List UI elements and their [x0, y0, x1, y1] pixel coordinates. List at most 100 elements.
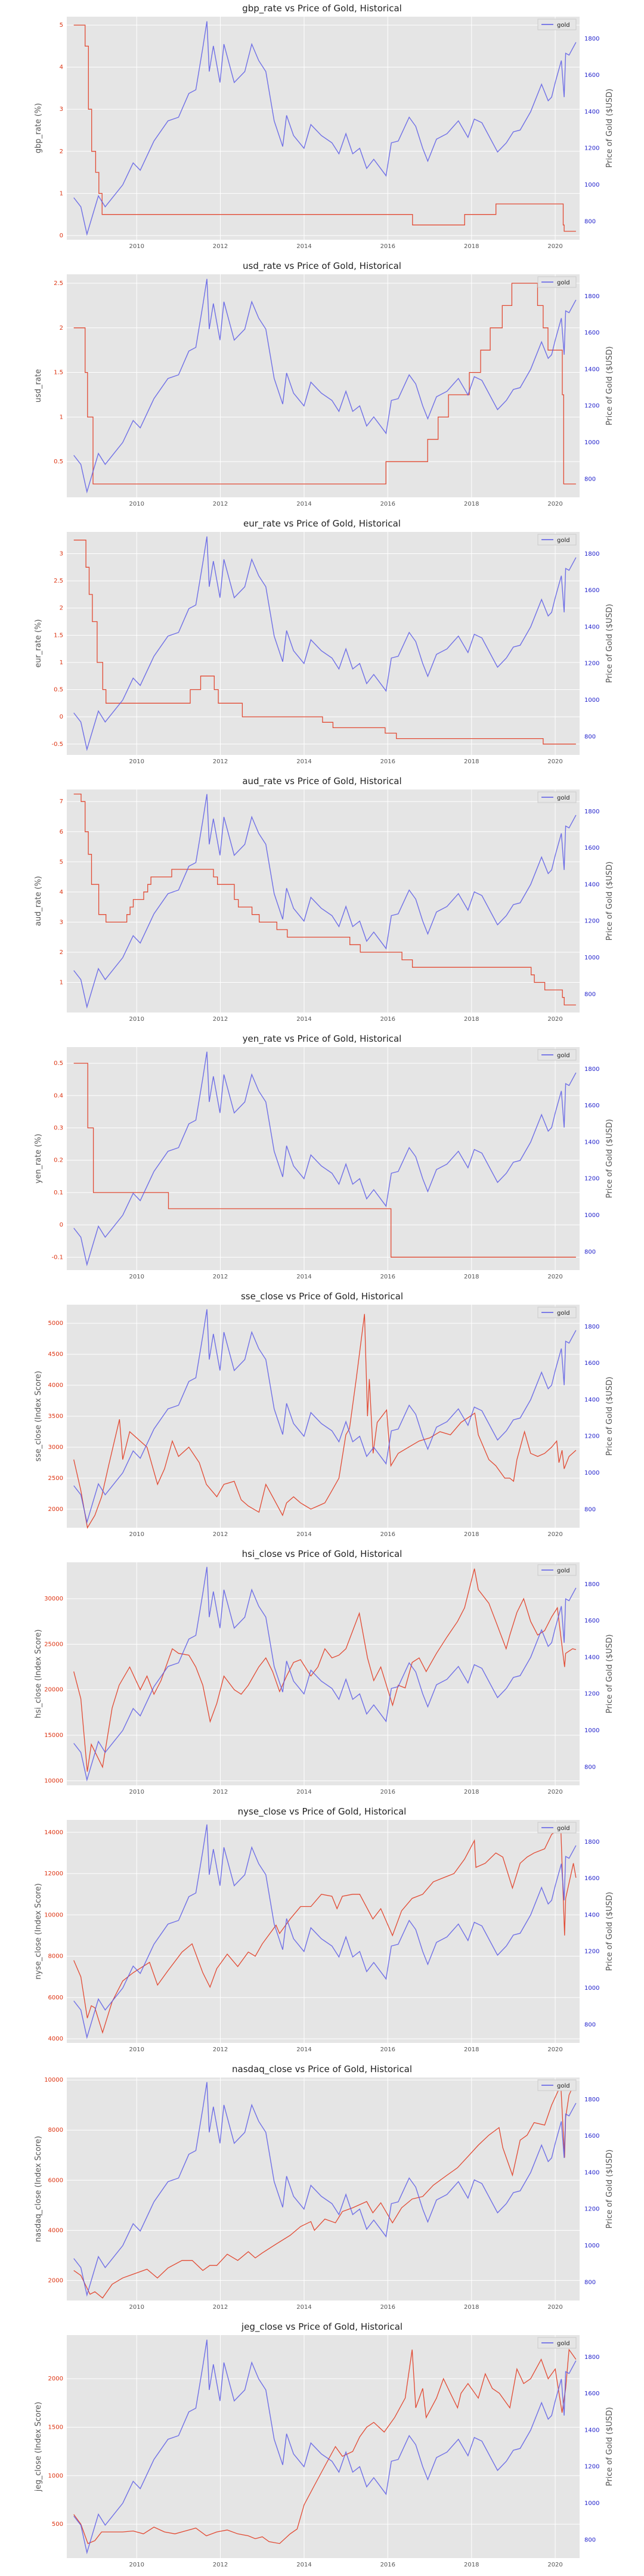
- right-y-tick-label: 800: [584, 1506, 596, 1513]
- legend-box: [537, 2079, 577, 2091]
- chart-title: sse_close vs Price of Gold, Historical: [241, 1291, 403, 1302]
- left-y-tick-label: 1.5: [54, 632, 63, 639]
- right-y-tick-label: 1000: [584, 1212, 599, 1219]
- legend-label: gold: [557, 280, 570, 286]
- x-tick-label: 2018: [464, 1531, 479, 1538]
- legend-box: [537, 791, 577, 803]
- x-tick-label: 2016: [380, 1016, 395, 1023]
- x-tick-label: 2010: [129, 1016, 144, 1023]
- chart-title: yen_rate vs Price of Gold, Historical: [243, 1033, 402, 1045]
- right-y-tick-label: 800: [584, 2021, 596, 2028]
- right-y-tick-label: 800: [584, 991, 596, 998]
- plot-area: [67, 2335, 580, 2558]
- x-tick-label: 2014: [296, 501, 311, 507]
- x-tick-label: 2010: [129, 758, 144, 765]
- right-y-tick-label: 1800: [584, 551, 599, 558]
- rate-series-line: [73, 540, 576, 745]
- legend: gold: [537, 534, 577, 546]
- gold-series-line: [73, 21, 577, 236]
- right-y-tick-label: 1400: [584, 366, 599, 373]
- x-tick-label: 2010: [129, 2304, 144, 2311]
- rate-series-line: [73, 793, 576, 1006]
- legend: gold: [537, 791, 577, 803]
- left-y-tick-label: 0: [60, 233, 63, 239]
- right-y-tick-label: 1800: [584, 1066, 599, 1073]
- plot-area: [67, 274, 580, 497]
- left-y-tick-label: 14000: [44, 1829, 63, 1836]
- right-y-tick-label: 1800: [584, 1581, 599, 1588]
- chart-panel: hsi_close vs Price of Gold, Historical 20…: [34, 1549, 614, 1795]
- right-y-tick-label: 800: [584, 2279, 596, 2286]
- right-y-tick-label: 1400: [584, 1397, 599, 1403]
- left-y-tick-label: 2000: [48, 2277, 63, 2284]
- right-y-tick-label: 1600: [584, 330, 599, 336]
- right-axis-label: Price of Gold ($USD): [605, 346, 614, 426]
- left-y-tick-label: 0.3: [54, 1125, 63, 1132]
- x-tick-label: 2012: [213, 1274, 228, 1280]
- left-axis-label: jeg_close (Index Score): [34, 2402, 43, 2492]
- left-y-tick-label: 1000: [48, 2473, 63, 2479]
- x-tick-label: 2020: [547, 2046, 562, 2053]
- left-y-tick-label: 15000: [44, 1732, 63, 1739]
- gold-series-line: [73, 536, 577, 751]
- x-tick-label: 2010: [129, 1531, 144, 1538]
- right-y-tick-label: 1400: [584, 2427, 599, 2433]
- gold-series-line: [73, 1824, 577, 2039]
- right-axis-label: Price of Gold ($USD): [605, 1377, 614, 1456]
- right-y-tick-label: 1800: [584, 36, 599, 42]
- legend: gold: [537, 2079, 577, 2091]
- left-y-tick-label: 10000: [44, 1912, 63, 1918]
- left-y-tick-label: 6000: [48, 2177, 63, 2184]
- right-y-tick-label: 1000: [584, 2500, 599, 2507]
- x-tick-label: 2012: [213, 243, 228, 250]
- x-tick-label: 2018: [464, 2304, 479, 2311]
- chart-panel: nyse_close vs Price of Gold, Historical 2…: [34, 1806, 614, 2053]
- left-y-tick-label: 12000: [44, 1871, 63, 1877]
- right-y-tick-label: 1200: [584, 2464, 599, 2470]
- left-axis-label: nasdaq_close (Index Score): [34, 2136, 43, 2242]
- right-y-tick-label: 1000: [584, 697, 599, 704]
- right-y-tick-label: 1400: [584, 1654, 599, 1661]
- left-axis-label: sse_close (Index Score): [34, 1371, 43, 1462]
- right-y-tick-label: 800: [584, 2537, 596, 2543]
- x-tick-label: 2010: [129, 1789, 144, 1795]
- legend-label: gold: [557, 1825, 570, 1832]
- right-y-tick-label: 1400: [584, 1912, 599, 1918]
- right-axis-label: Price of Gold ($USD): [605, 1634, 614, 1714]
- x-tick-label: 2010: [129, 243, 144, 250]
- left-y-tick-label: 2: [60, 148, 63, 155]
- left-y-tick-label: 2000: [48, 1506, 63, 1513]
- gold-series-line: [73, 278, 577, 494]
- right-y-tick-label: 1200: [584, 1949, 599, 1955]
- left-y-tick-label: 3500: [48, 1413, 63, 1420]
- left-y-tick-label: 4000: [48, 1382, 63, 1389]
- left-y-tick-label: 1: [60, 190, 63, 197]
- right-axis-label: Price of Gold ($USD): [605, 2407, 614, 2487]
- left-y-tick-label: 0.5: [54, 1060, 63, 1067]
- right-y-tick-label: 800: [584, 218, 596, 225]
- legend-box: [537, 2337, 577, 2349]
- chart-panel: jeg_close vs Price of Gold, Historical 20…: [34, 2321, 614, 2568]
- right-y-tick-label: 1400: [584, 2169, 599, 2176]
- x-tick-label: 2016: [380, 2046, 395, 2053]
- right-y-tick-label: 1600: [584, 1360, 599, 1367]
- right-y-tick-label: 800: [584, 1764, 596, 1770]
- legend: gold: [537, 1049, 577, 1061]
- left-y-tick-label: 2000: [48, 2376, 63, 2382]
- left-y-tick-label: 30000: [44, 1596, 63, 1602]
- legend-label: gold: [557, 1568, 570, 1574]
- left-y-tick-label: 1500: [48, 2424, 63, 2431]
- right-y-tick-label: 800: [584, 476, 596, 482]
- x-tick-label: 2016: [380, 1531, 395, 1538]
- right-y-tick-label: 1400: [584, 624, 599, 630]
- gold-series-line: [73, 2082, 577, 2297]
- legend-label: gold: [557, 1310, 570, 1317]
- x-tick-label: 2016: [380, 243, 395, 250]
- x-tick-label: 2018: [464, 243, 479, 250]
- x-tick-label: 2010: [129, 1274, 144, 1280]
- x-tick-label: 2020: [547, 243, 562, 250]
- left-y-tick-label: 0.5: [54, 459, 63, 465]
- x-tick-label: 2012: [213, 2304, 228, 2311]
- x-tick-label: 2018: [464, 2562, 479, 2568]
